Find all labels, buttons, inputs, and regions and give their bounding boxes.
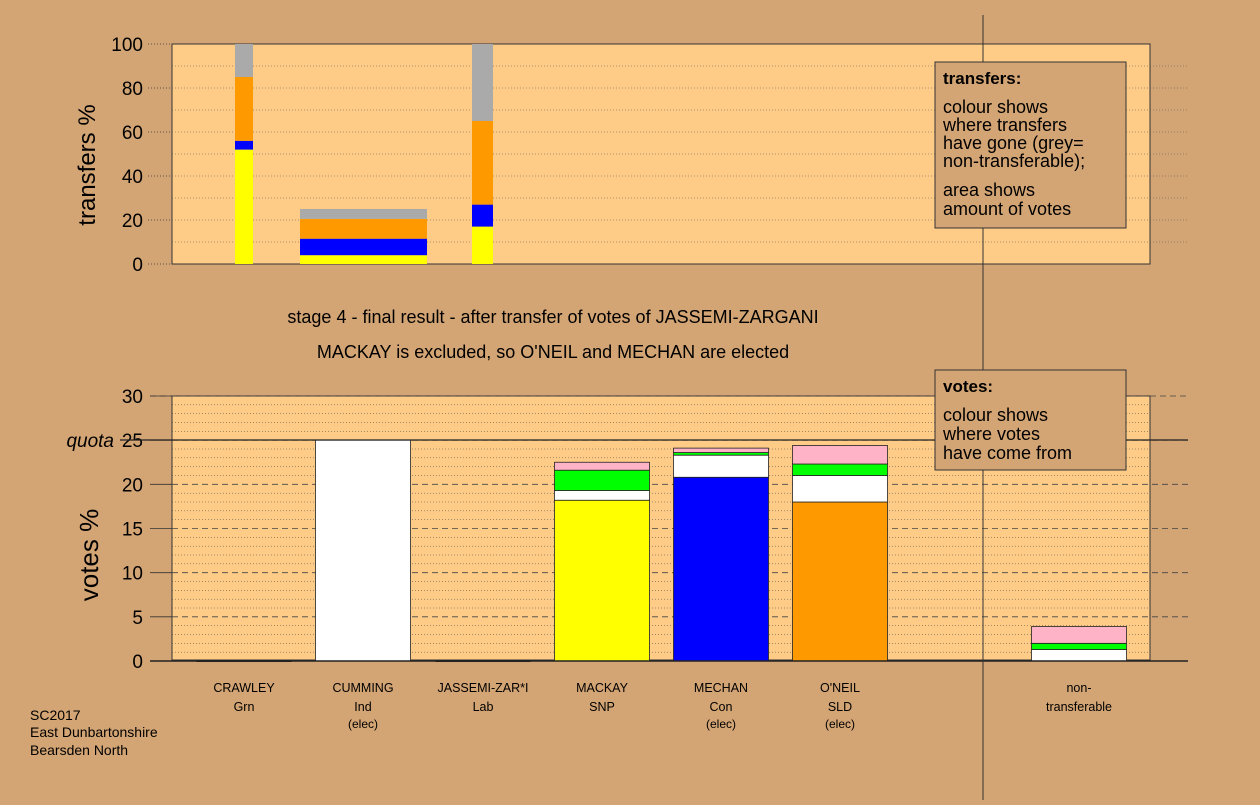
transfers-bar-segment — [472, 226, 493, 264]
transfers-bar-segment — [235, 77, 253, 141]
footer-ward: Bearsden North — [30, 742, 128, 758]
transfers-y-axis: 0 20 40 60 80 100 — [111, 35, 172, 276]
candidate-label-line: CUMMING — [332, 681, 393, 695]
votes-bar-segment — [792, 463, 888, 476]
votes-legend-line: colour shows — [943, 405, 1048, 425]
candidate-label-line: Lab — [473, 700, 494, 714]
candidate-label-line: Ind — [354, 700, 371, 714]
votes-tick-label: 15 — [122, 520, 143, 541]
quota-label: quota — [66, 431, 114, 452]
transfers-legend-line: colour shows — [943, 97, 1048, 117]
votes-bar-segment — [554, 499, 650, 662]
transfers-bar-segment — [300, 255, 427, 264]
transfers-legend-line: where transfers — [942, 115, 1067, 135]
votes-y-axis: 0 5 10 15 20 25 30 — [122, 387, 172, 673]
transfers-bar-segment — [300, 209, 427, 219]
votes-bar-segment — [792, 501, 888, 662]
transfers-legend-title: transfers: — [943, 69, 1021, 88]
transfers-bar-segment — [472, 204, 493, 227]
votes-tick-label: 10 — [122, 564, 143, 585]
transfers-legend: transfers: colour shows where transfers … — [934, 61, 1127, 229]
votes-bars — [196, 439, 1127, 662]
votes-tick-label: 5 — [132, 608, 143, 629]
transfers-tick-label: 80 — [122, 79, 143, 100]
transfers-bar-segment — [235, 149, 253, 264]
transfers-tick-label: 60 — [122, 123, 143, 144]
candidate-labels: CRAWLEY Grn CUMMING Ind (elec) JASSEMI-ZAR*I L… — [213, 681, 1112, 731]
votes-bar-segment — [554, 469, 650, 491]
votes-bar-segment — [673, 454, 769, 478]
candidate-label-line: CRAWLEY — [213, 681, 275, 695]
transfers-bar-segment — [472, 44, 493, 121]
candidate-label-line: O'NEIL — [820, 681, 860, 695]
transfers-bars — [235, 44, 493, 264]
transfers-bar-segment — [472, 121, 493, 205]
votes-bar-segment — [554, 490, 650, 501]
votes-legend-line: have come from — [943, 443, 1072, 463]
votes-legend-title: votes: — [943, 377, 993, 396]
candidate-label-line: non- — [1066, 681, 1091, 695]
votes-bar-segment — [315, 439, 411, 662]
votes-tick-label: 0 — [132, 652, 143, 673]
candidate-label-line: MACKAY — [576, 681, 629, 695]
footer-council: East Dunbartonshire — [30, 724, 158, 740]
transfers-tick-label: 0 — [132, 255, 143, 276]
votes-tick-label: 20 — [122, 475, 143, 496]
transfers-bar-segment — [235, 44, 253, 77]
candidate-label-line: SNP — [589, 700, 615, 714]
candidate-label-line: transferable — [1046, 700, 1112, 714]
votes-bar-segment — [1031, 649, 1127, 662]
candidate-label-line: Grn — [234, 700, 255, 714]
result-caption: MACKAY is excluded, so O'NEIL and MECHAN… — [317, 342, 789, 362]
votes-legend-line: where votes — [942, 424, 1040, 444]
votes-bar-segment — [1031, 642, 1127, 650]
transfers-tick-label: 100 — [111, 35, 143, 56]
candidate-label-line: JASSEMI-ZAR*I — [438, 681, 529, 695]
transfers-bar-segment — [300, 218, 427, 239]
votes-tick-label: 30 — [122, 387, 143, 408]
transfers-bar-segment — [300, 238, 427, 256]
candidate-label-line: (elec) — [348, 717, 378, 731]
votes-axis-label: votes % — [74, 509, 104, 602]
transfers-legend-line: amount of votes — [943, 199, 1071, 219]
votes-bar-segment — [554, 461, 650, 471]
transfers-legend-line: have gone (grey= — [943, 133, 1084, 153]
transfers-tick-label: 20 — [122, 211, 143, 232]
candidate-label-line: (elec) — [825, 717, 855, 731]
candidate-label-line: (elec) — [706, 717, 736, 731]
votes-bar-segment — [792, 475, 888, 503]
votes-bar-segment — [673, 447, 769, 453]
transfers-tick-label: 40 — [122, 167, 143, 188]
votes-bar-segment — [1031, 626, 1127, 644]
footer-election: SC2017 — [30, 707, 81, 723]
candidate-label-line: SLD — [828, 700, 852, 714]
transfers-axis-label: transfers % — [74, 104, 101, 225]
votes-legend: votes: colour shows where votes have com… — [934, 369, 1127, 471]
votes-bar-segment — [673, 476, 769, 662]
candidate-label-line: MECHAN — [694, 681, 748, 695]
transfers-legend-line: non-transferable); — [943, 151, 1085, 171]
transfers-legend-line: area shows — [943, 180, 1035, 200]
votes-tick-label: 25 — [122, 431, 143, 452]
candidate-label-line: Con — [710, 700, 733, 714]
transfers-bar-segment — [235, 140, 253, 150]
stage-caption: stage 4 - final result - after transfer … — [287, 307, 818, 327]
votes-bar-segment — [792, 445, 888, 465]
